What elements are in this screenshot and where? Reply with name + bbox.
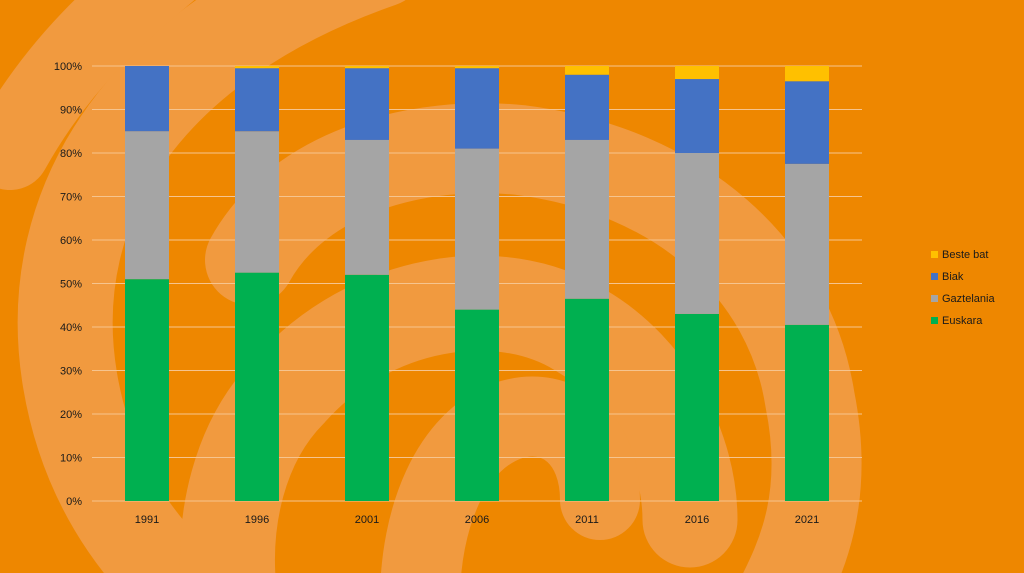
bar-segment-gaztelania-2016 <box>675 153 719 314</box>
legend-item-biak: Biak <box>931 271 964 283</box>
bar-segment-euskara-2021 <box>785 324 829 501</box>
bar-segment-biak-1996 <box>235 68 279 132</box>
bar-segment-euskara-2011 <box>565 298 609 501</box>
x-tick-label: 2021 <box>795 514 819 526</box>
bar-segment-beste-bat-2016 <box>675 66 719 80</box>
swirl-outer-arc <box>17 0 406 573</box>
bar-segment-euskara-2001 <box>345 274 389 501</box>
bar-segment-gaztelania-2006 <box>455 148 499 310</box>
legend-label: Beste bat <box>942 249 988 261</box>
x-tick-label: 1996 <box>245 514 269 526</box>
bar-segment-beste-bat-2006 <box>455 66 499 69</box>
x-tick-label: 2001 <box>355 514 379 526</box>
y-tick-label: 20% <box>60 409 82 421</box>
bar-segment-biak-2006 <box>455 68 499 149</box>
x-axis-tick-labels: 1991 1996 2001 2006 2011 2016 2021 <box>135 514 819 526</box>
bar-segment-gaztelania-2021 <box>785 163 829 325</box>
y-tick-label: 70% <box>60 192 82 204</box>
bars <box>125 66 829 501</box>
bar-segment-beste-bat-2001 <box>345 66 389 69</box>
bar-segment-biak-2021 <box>785 81 829 164</box>
bar-stack-1991 <box>125 66 169 501</box>
legend-swatch <box>931 317 938 324</box>
legend-label: Biak <box>942 271 964 283</box>
bar-stack-2021 <box>785 66 829 501</box>
legend-label: Gaztelania <box>942 293 995 305</box>
y-tick-label: 80% <box>60 148 82 160</box>
bar-segment-biak-2001 <box>345 68 389 140</box>
y-tick-label: 90% <box>60 105 82 117</box>
y-tick-label: 50% <box>60 279 82 291</box>
legend-item-euskara: Euskara <box>931 315 983 327</box>
bar-segment-euskara-1996 <box>235 272 279 501</box>
y-tick-label: 10% <box>60 453 82 465</box>
x-tick-label: 1991 <box>135 514 159 526</box>
bar-segment-gaztelania-1991 <box>125 131 169 280</box>
y-axis-tick-labels: 0% 10% 20% 30% 40% 50% 60% 70% 80% 90% 100% <box>54 61 82 508</box>
x-tick-label: 2011 <box>575 514 599 526</box>
x-tick-label: 2006 <box>465 514 489 526</box>
bar-segment-gaztelania-2001 <box>345 139 389 275</box>
legend-item-gaztelania: Gaztelania <box>931 293 995 305</box>
bar-segment-euskara-1991 <box>125 279 169 501</box>
legend: Beste bat Biak Gaztelania Euskara <box>931 249 995 327</box>
bar-segment-biak-1991 <box>125 66 169 132</box>
bar-segment-euskara-2016 <box>675 313 719 501</box>
swirl-top-left-arc <box>0 0 195 190</box>
bar-segment-euskara-2006 <box>455 309 499 501</box>
bar-segment-beste-bat-2011 <box>565 66 609 75</box>
bar-segment-gaztelania-2011 <box>565 139 609 299</box>
legend-swatch <box>931 295 938 302</box>
y-tick-label: 30% <box>60 366 82 378</box>
bar-stack-2006 <box>455 66 499 501</box>
bar-stack-2011 <box>565 66 609 501</box>
legend-item-beste-bat: Beste bat <box>931 249 988 261</box>
bar-segment-beste-bat-1996 <box>235 66 279 69</box>
bar-segment-biak-2011 <box>565 74 609 140</box>
y-tick-label: 0% <box>66 496 82 508</box>
x-tick-label: 2016 <box>685 514 709 526</box>
bar-stack-1996 <box>235 66 279 501</box>
legend-label: Euskara <box>942 315 983 327</box>
bar-segment-beste-bat-2021 <box>785 66 829 82</box>
bar-stack-2016 <box>675 66 719 501</box>
bar-segment-biak-2016 <box>675 79 719 153</box>
legend-swatch <box>931 273 938 280</box>
y-tick-label: 100% <box>54 61 82 73</box>
y-tick-label: 60% <box>60 235 82 247</box>
bar-segment-gaztelania-1996 <box>235 131 279 273</box>
legend-swatch <box>931 251 938 258</box>
y-tick-label: 40% <box>60 322 82 334</box>
bar-stack-2001 <box>345 66 389 501</box>
